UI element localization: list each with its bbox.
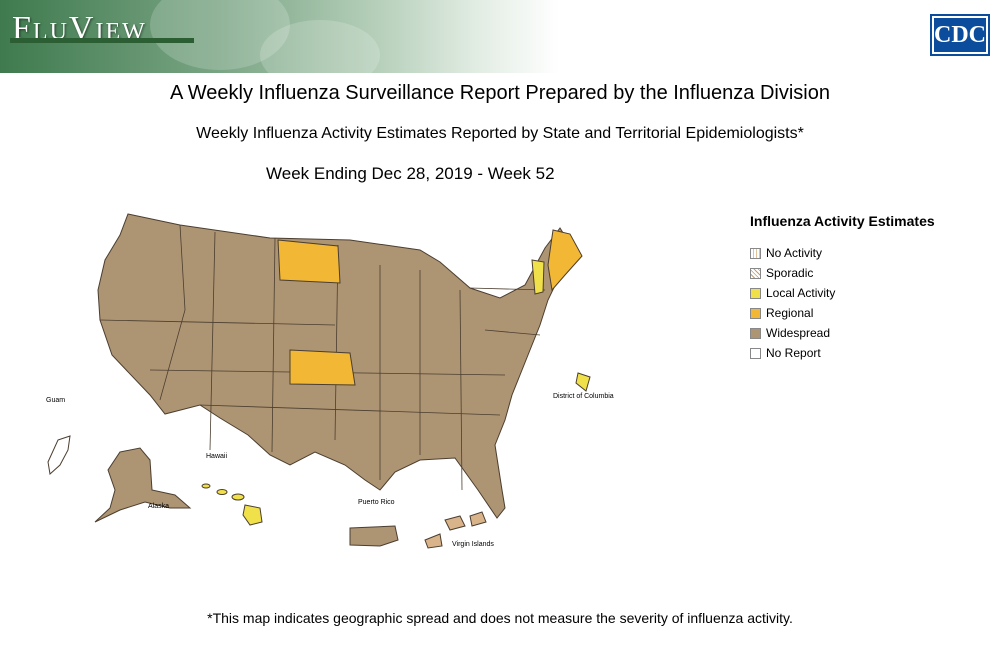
state-kansas-regional[interactable] [289,349,356,386]
week-ending: Week Ending Dec 28, 2019 - Week 52 [266,164,555,183]
border-mid-atlantic [484,329,541,336]
legend-item-widespread[interactable]: Widespread [750,323,935,343]
state-north-dakota-regional[interactable] [277,239,341,284]
cdc-logo[interactable]: CDC [930,14,990,56]
legend-label: Widespread [766,326,831,340]
vi-island-1 [424,533,443,549]
swatch-sporadic [750,267,761,279]
puerto-rico-widespread[interactable] [349,525,399,547]
swatch-no-report [750,347,761,359]
label-virgin-islands: Virgin Islands [452,541,494,548]
label-guam: Guam [46,397,65,404]
swatch-local-activity [750,287,761,299]
report-subtitle: Weekly Influenza Activity Estimates Repo… [196,125,804,142]
footnote: *This map indicates geographic spread an… [207,610,793,626]
hawaii-island-maui [231,493,245,501]
banner-texture [260,20,380,73]
border-plains-west [271,237,276,453]
legend-label: No Activity [766,246,823,260]
legend-item-regional[interactable]: Regional [750,303,935,323]
label-hawaii: Hawaii [206,453,227,460]
legend: Influenza Activity Estimates No Activity… [750,213,935,363]
vi-island-2 [444,515,466,531]
swatch-regional [750,307,761,319]
legend-label: Sporadic [766,266,814,280]
state-borders [99,224,546,491]
alaska-widespread[interactable] [94,447,192,523]
hawaii-island-oahu [216,489,228,495]
hawaii-local[interactable] [201,483,263,526]
legend-item-no-report[interactable]: No Report [750,343,935,363]
legend-label: Regional [766,306,814,320]
border-south-row [199,404,501,416]
hawaii-island-kauai [201,483,211,489]
logo-underline [10,38,194,43]
map-svg: Guam Hawaii Alaska Puerto Rico District … [46,213,614,549]
guam-no-report[interactable] [47,435,71,475]
banner-texture [150,0,290,70]
label-dc: District of Columbia [553,393,614,400]
swatch-no-activity [750,247,761,259]
virgin-islands-sporadic[interactable] [424,511,487,549]
us-activity-map: Guam Hawaii Alaska Puerto Rico District … [0,190,720,590]
border-rockies [209,231,216,451]
swatch-widespread [750,327,761,339]
legend-item-local-activity[interactable]: Local Activity [750,283,935,303]
dc-inset-local[interactable] [575,372,591,392]
legend-item-no-activity[interactable]: No Activity [750,243,935,263]
border-northeast [469,287,546,291]
legend-label: Local Activity [766,286,836,300]
legend-title: Influenza Activity Estimates [750,213,935,229]
border-appalachia [459,289,463,491]
label-alaska: Alaska [148,503,169,510]
hawaii-island-big [242,504,263,526]
legend-label: No Report [766,346,821,360]
report-title: A Weekly Influenza Surveillance Report P… [170,82,830,104]
label-puerto-rico: Puerto Rico [358,499,395,506]
state-maine-regional[interactable] [547,229,583,292]
state-vermont-local[interactable] [531,259,545,295]
vi-island-3 [469,511,487,527]
fluview-banner: FluView [0,0,1000,73]
border-north-row [99,319,336,326]
legend-item-sporadic[interactable]: Sporadic [750,263,935,283]
